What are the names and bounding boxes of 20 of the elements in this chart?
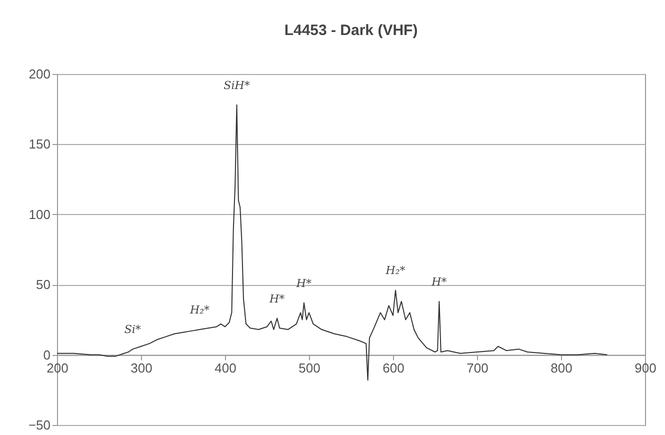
y-tick-label: 0 [43,347,50,362]
y-tick-label: 100 [28,206,50,222]
y-tick-label: 150 [28,136,50,152]
x-tick-label: 500 [298,360,320,376]
y-tick-label: 50 [36,277,50,292]
x-tick-label: 600 [382,360,404,376]
annotation: H* [295,276,312,290]
annotation: Si* [124,323,142,336]
y-tick-label: −50 [28,418,50,432]
x-tick-label: 800 [550,360,572,376]
annotation: SiH* [224,78,250,92]
x-tick-label: 400 [214,360,236,376]
x-tick-label: 300 [130,360,152,376]
x-tick-label: 700 [466,360,488,376]
chart-title: L4453 - Dark (VHF) [284,22,418,39]
annotation: H₂* [189,304,210,317]
annotation: H* [430,275,448,288]
annotation: H₂* [384,264,406,278]
y-tick-label: 200 [28,66,50,82]
annotation: H* [268,292,286,306]
